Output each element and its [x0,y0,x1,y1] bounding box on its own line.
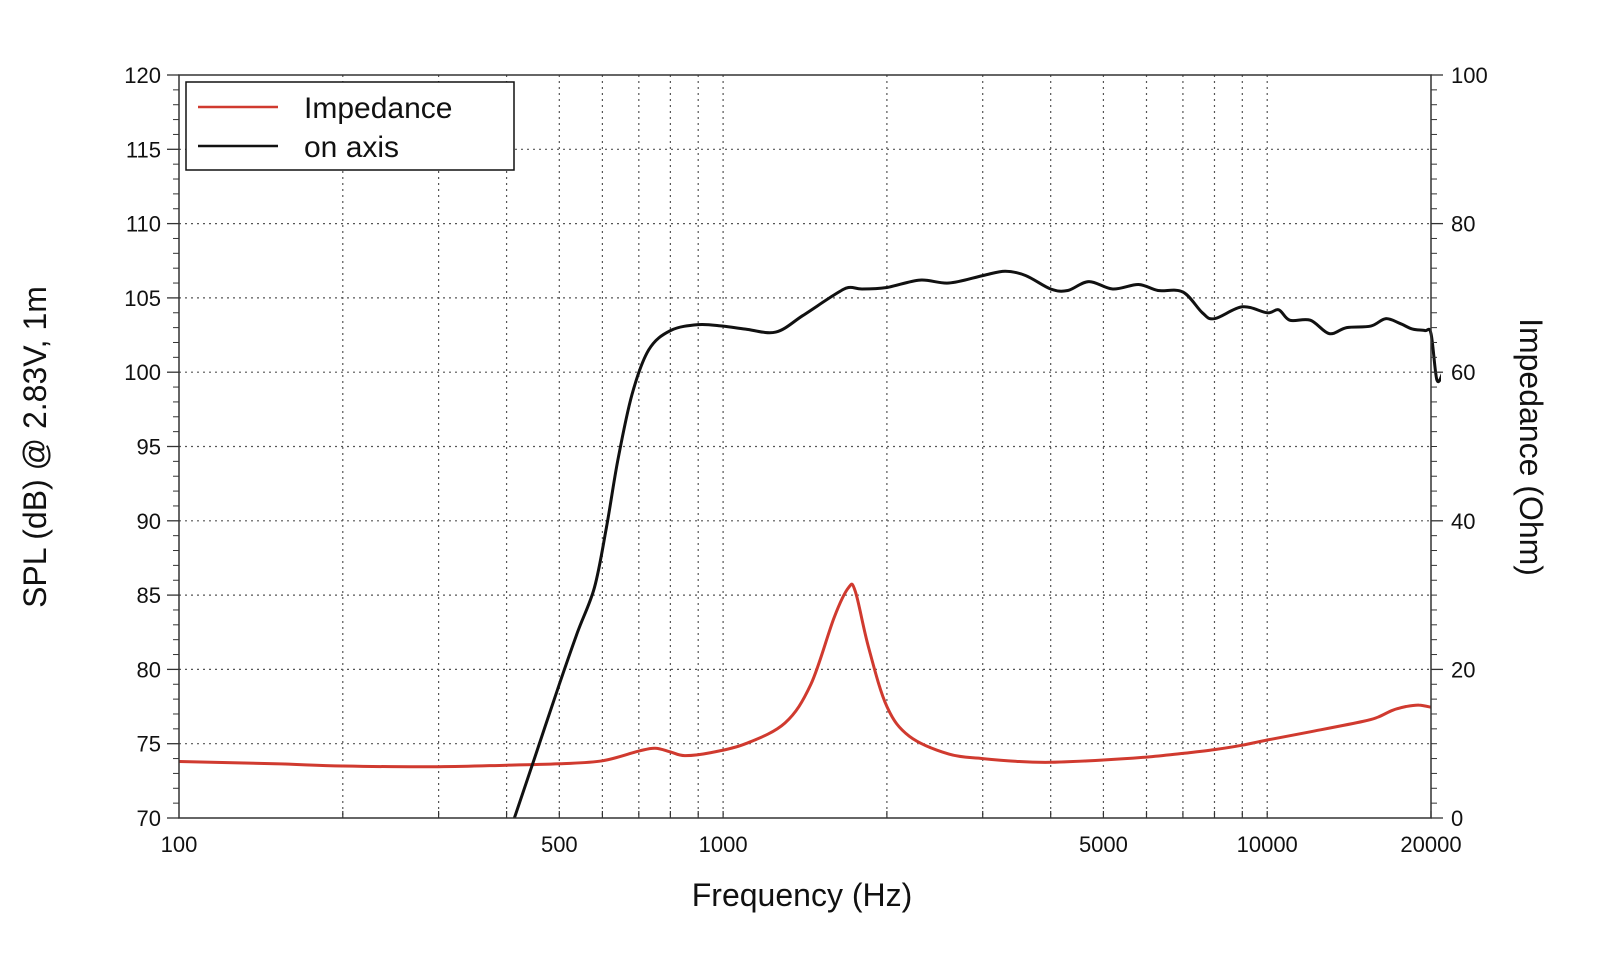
legend-box [185,81,515,171]
y-right-tick-label: 100 [1451,63,1488,88]
y-right-tick-label: 60 [1451,360,1475,385]
x-tick-label: 100 [161,832,198,857]
y-left-tick-label: 90 [137,509,161,534]
y-left-tick-label: 70 [137,806,161,831]
y-left-tick-label: 105 [124,286,161,311]
y-left-tick-label: 115 [126,137,161,162]
series-line-impedance [179,582,1432,769]
y-left-tick-label: 95 [137,435,161,460]
series-layer [179,269,1441,818]
y-left-tick-label: 120 [124,63,161,88]
y-right-tick-label: 0 [1451,806,1463,831]
legend-label-on-axis: on axis [304,131,399,164]
series-line-on-axis [512,269,1441,818]
x-axis-title: Frequency (Hz) [692,877,913,913]
x-tick-label: 20000 [1400,832,1461,857]
y-left-tick-label: 80 [137,657,161,682]
y-right-tick-label: 80 [1451,212,1475,237]
x-tick-label: 1000 [699,832,748,857]
x-tick-label: 500 [541,832,578,857]
tick-labels: 70 75 80 85 90 95 100 105 110 115 120 0 20 40 60 80 100 1… [124,63,1487,857]
y-left-tick-label: 85 [137,583,161,608]
legend: Impedance on axis [185,81,515,171]
y-axis-title-left: SPL (dB) @ 2.83V, 1m [17,286,53,608]
y-axis-title-right: Impedance (Ohm) [1513,318,1549,576]
x-tick-label: 5000 [1079,832,1128,857]
y-right-tick-label: 20 [1451,657,1475,682]
grid [179,75,1431,818]
x-tick-label: 10000 [1237,832,1298,857]
legend-label-impedance: Impedance [304,92,452,125]
ticks [167,74,1443,819]
y-left-tick-label: 75 [137,732,161,757]
y-left-tick-label: 110 [126,212,161,237]
y-right-tick-label: 40 [1451,509,1475,534]
y-left-tick-label: 100 [124,360,161,385]
